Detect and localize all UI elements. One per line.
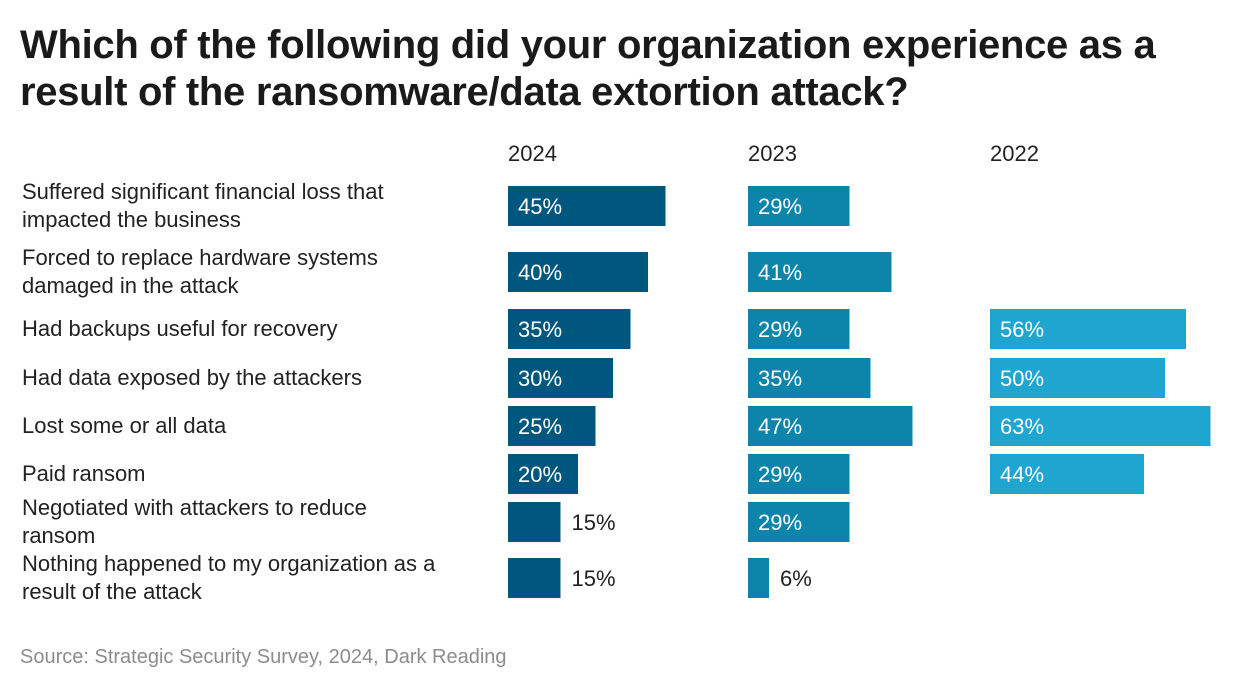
data-label: 20% (518, 462, 562, 487)
bar-2023 (748, 406, 913, 446)
data-label: 30% (518, 366, 562, 391)
bar-2024 (508, 502, 561, 542)
category-label: Suffered significant financial loss that… (22, 179, 384, 232)
series-header: 2023 (748, 141, 797, 166)
bar-2023 (748, 358, 871, 398)
chart-title: Which of the following did your organiza… (20, 23, 1156, 114)
data-label: 50% (1000, 366, 1044, 391)
category-label: Paid ransom (22, 461, 146, 486)
bar-2023 (748, 454, 850, 494)
bar-2024 (508, 252, 648, 292)
data-label: 45% (518, 194, 562, 219)
data-label: 29% (758, 510, 802, 535)
data-label: 35% (518, 317, 562, 342)
data-label: 40% (518, 260, 562, 285)
bar-2024 (508, 454, 578, 494)
bar-2022 (990, 406, 1211, 446)
category-label: Negotiated with attackers to reduce ranso… (22, 495, 367, 548)
bar-2024 (508, 358, 613, 398)
category-label: Forced to replace hardware systems damage… (22, 245, 378, 298)
data-label: 63% (1000, 414, 1044, 439)
category-label: Had data exposed by the attackers (22, 365, 362, 390)
bar-2024 (508, 186, 666, 226)
data-label: 47% (758, 414, 802, 439)
bar-2023 (748, 252, 892, 292)
data-label: 29% (758, 194, 802, 219)
data-label: 41% (758, 260, 802, 285)
bar-2023 (748, 558, 769, 598)
data-label: 15% (572, 566, 616, 591)
data-label: 25% (518, 414, 562, 439)
bar-2023 (748, 186, 850, 226)
data-label: 29% (758, 462, 802, 487)
category-label: Nothing happened to my organization as a… (22, 551, 436, 604)
data-label: 6% (780, 566, 812, 591)
bar-2023 (748, 502, 850, 542)
bar-2022 (990, 309, 1186, 349)
bar-2024 (508, 309, 631, 349)
bar-2022 (990, 454, 1144, 494)
series-header: 2024 (508, 141, 557, 166)
bar-2023 (748, 309, 850, 349)
data-label: 35% (758, 366, 802, 391)
series-header: 2022 (990, 141, 1039, 166)
bar-2024 (508, 558, 561, 598)
data-label: 15% (572, 510, 616, 535)
data-label: 29% (758, 317, 802, 342)
bar-2022 (990, 358, 1165, 398)
category-label: Lost some or all data (22, 413, 227, 438)
category-label: Had backups useful for recovery (22, 316, 338, 341)
bar-2024 (508, 406, 596, 446)
bar-chart: 2024 2023 2022 Suffered significant financi… (22, 141, 1211, 604)
source-note: Source: Strategic Security Survey, 2024,… (20, 646, 507, 668)
data-label: 44% (1000, 462, 1044, 487)
data-label: 56% (1000, 317, 1044, 342)
